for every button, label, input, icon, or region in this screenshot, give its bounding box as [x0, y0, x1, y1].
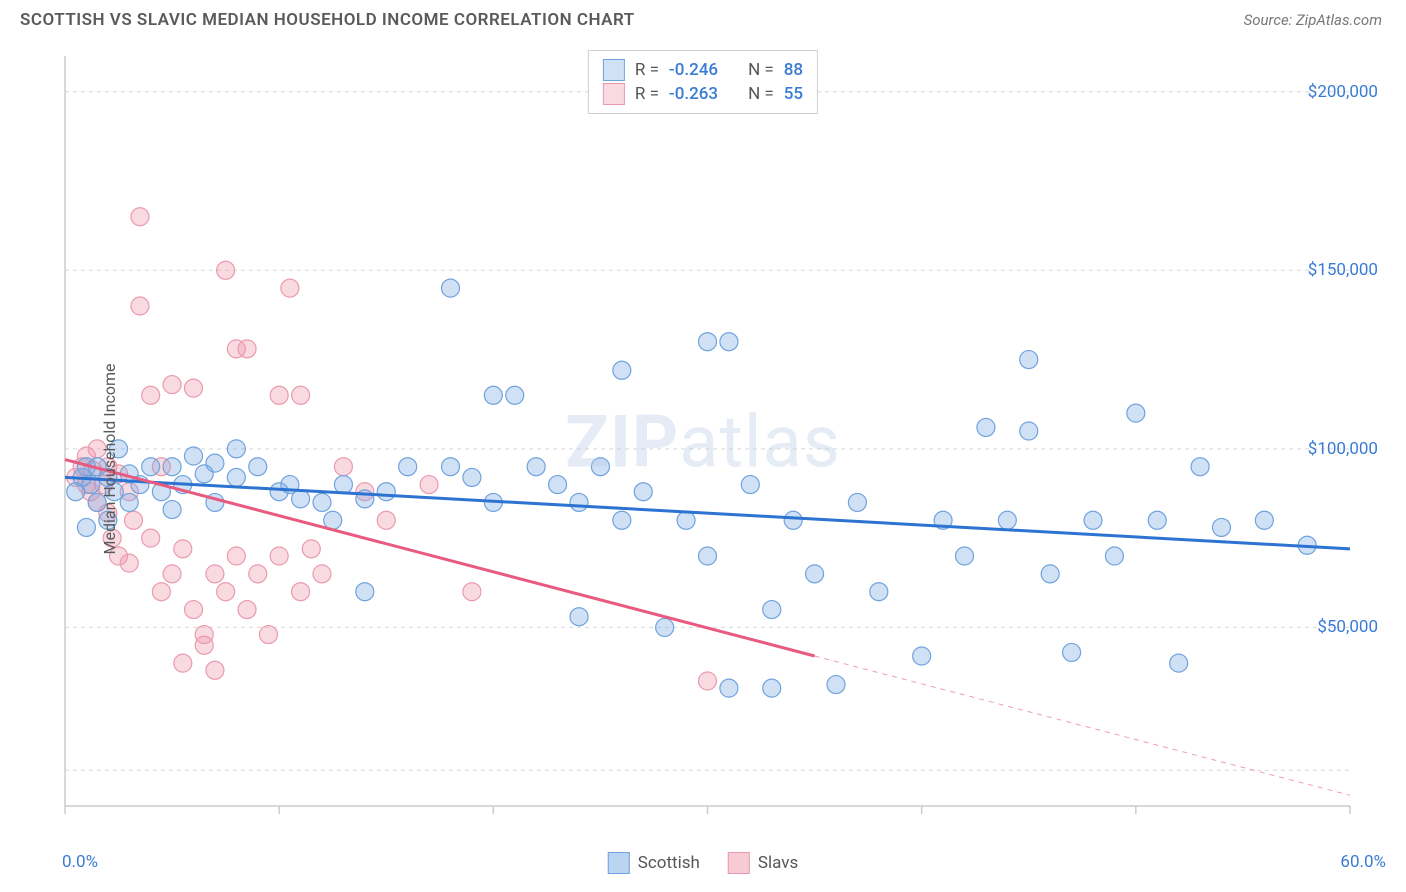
source-label: Source: ZipAtlas.com — [1244, 11, 1382, 29]
legend-label-scottish: Scottish — [638, 853, 700, 873]
chart-title: SCOTTISH VS SLAVIC MEDIAN HOUSEHOLD INCO… — [20, 10, 635, 30]
y-tick-label: $200,000 — [1308, 82, 1378, 102]
stats-legend: R = -0.246 N = 88 R = -0.263 N = 55 — [588, 50, 818, 114]
legend-swatch-slavs — [728, 852, 750, 874]
legend-label-slavs: Slavs — [758, 853, 798, 873]
n-value-scottish: 88 — [784, 60, 803, 80]
series-legend: Scottish Slavs — [608, 852, 798, 874]
x-axis-min-label: 0.0% — [62, 852, 98, 872]
stats-row-scottish: R = -0.246 N = 88 — [603, 59, 803, 81]
y-tick-label: $150,000 — [1308, 260, 1378, 280]
scatter-plot — [20, 46, 1360, 846]
y-axis-label: Median Household Income — [100, 364, 119, 555]
legend-item-slavs: Slavs — [728, 852, 798, 874]
x-axis-max-label: 60.0% — [1340, 852, 1386, 872]
y-tick-label: $50,000 — [1317, 617, 1378, 637]
legend-swatch-scottish — [608, 852, 630, 874]
y-tick-label: $100,000 — [1308, 439, 1378, 459]
r-value-scottish: -0.246 — [669, 60, 718, 80]
swatch-slavs — [603, 83, 625, 105]
n-value-slavs: 55 — [784, 84, 803, 104]
legend-item-scottish: Scottish — [608, 852, 700, 874]
header: SCOTTISH VS SLAVIC MEDIAN HOUSEHOLD INCO… — [0, 0, 1406, 36]
chart-area: Median Household Income ZIPatlas R = -0.… — [20, 46, 1386, 872]
r-value-slavs: -0.263 — [669, 84, 718, 104]
stats-row-slavs: R = -0.263 N = 55 — [603, 83, 803, 105]
swatch-scottish — [603, 59, 625, 81]
